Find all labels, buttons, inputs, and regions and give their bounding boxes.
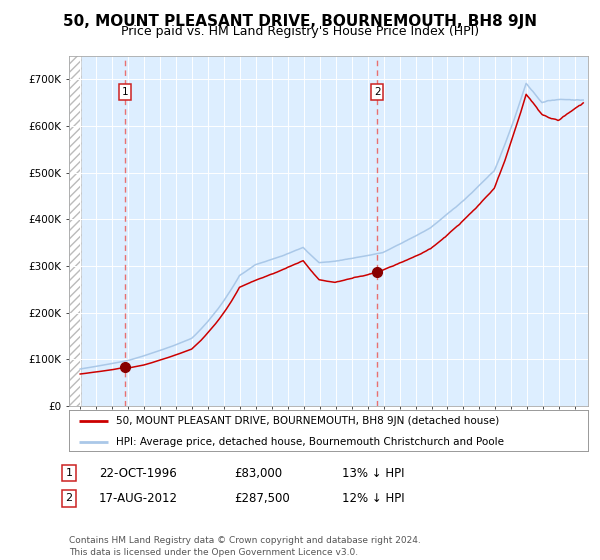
Text: 2: 2 bbox=[65, 493, 73, 503]
Text: £287,500: £287,500 bbox=[234, 492, 290, 505]
Text: 50, MOUNT PLEASANT DRIVE, BOURNEMOUTH, BH8 9JN: 50, MOUNT PLEASANT DRIVE, BOURNEMOUTH, B… bbox=[63, 14, 537, 29]
Text: 50, MOUNT PLEASANT DRIVE, BOURNEMOUTH, BH8 9JN (detached house): 50, MOUNT PLEASANT DRIVE, BOURNEMOUTH, B… bbox=[116, 417, 499, 426]
Text: 17-AUG-2012: 17-AUG-2012 bbox=[99, 492, 178, 505]
Text: 12% ↓ HPI: 12% ↓ HPI bbox=[342, 492, 404, 505]
Text: 13% ↓ HPI: 13% ↓ HPI bbox=[342, 466, 404, 480]
Text: HPI: Average price, detached house, Bournemouth Christchurch and Poole: HPI: Average price, detached house, Bour… bbox=[116, 437, 504, 447]
Text: 1: 1 bbox=[122, 87, 128, 97]
Text: 22-OCT-1996: 22-OCT-1996 bbox=[99, 466, 177, 480]
Text: Price paid vs. HM Land Registry's House Price Index (HPI): Price paid vs. HM Land Registry's House … bbox=[121, 25, 479, 38]
Text: 2: 2 bbox=[374, 87, 380, 97]
Text: 1: 1 bbox=[65, 468, 73, 478]
Text: Contains HM Land Registry data © Crown copyright and database right 2024.
This d: Contains HM Land Registry data © Crown c… bbox=[69, 536, 421, 557]
Text: £83,000: £83,000 bbox=[234, 466, 282, 480]
